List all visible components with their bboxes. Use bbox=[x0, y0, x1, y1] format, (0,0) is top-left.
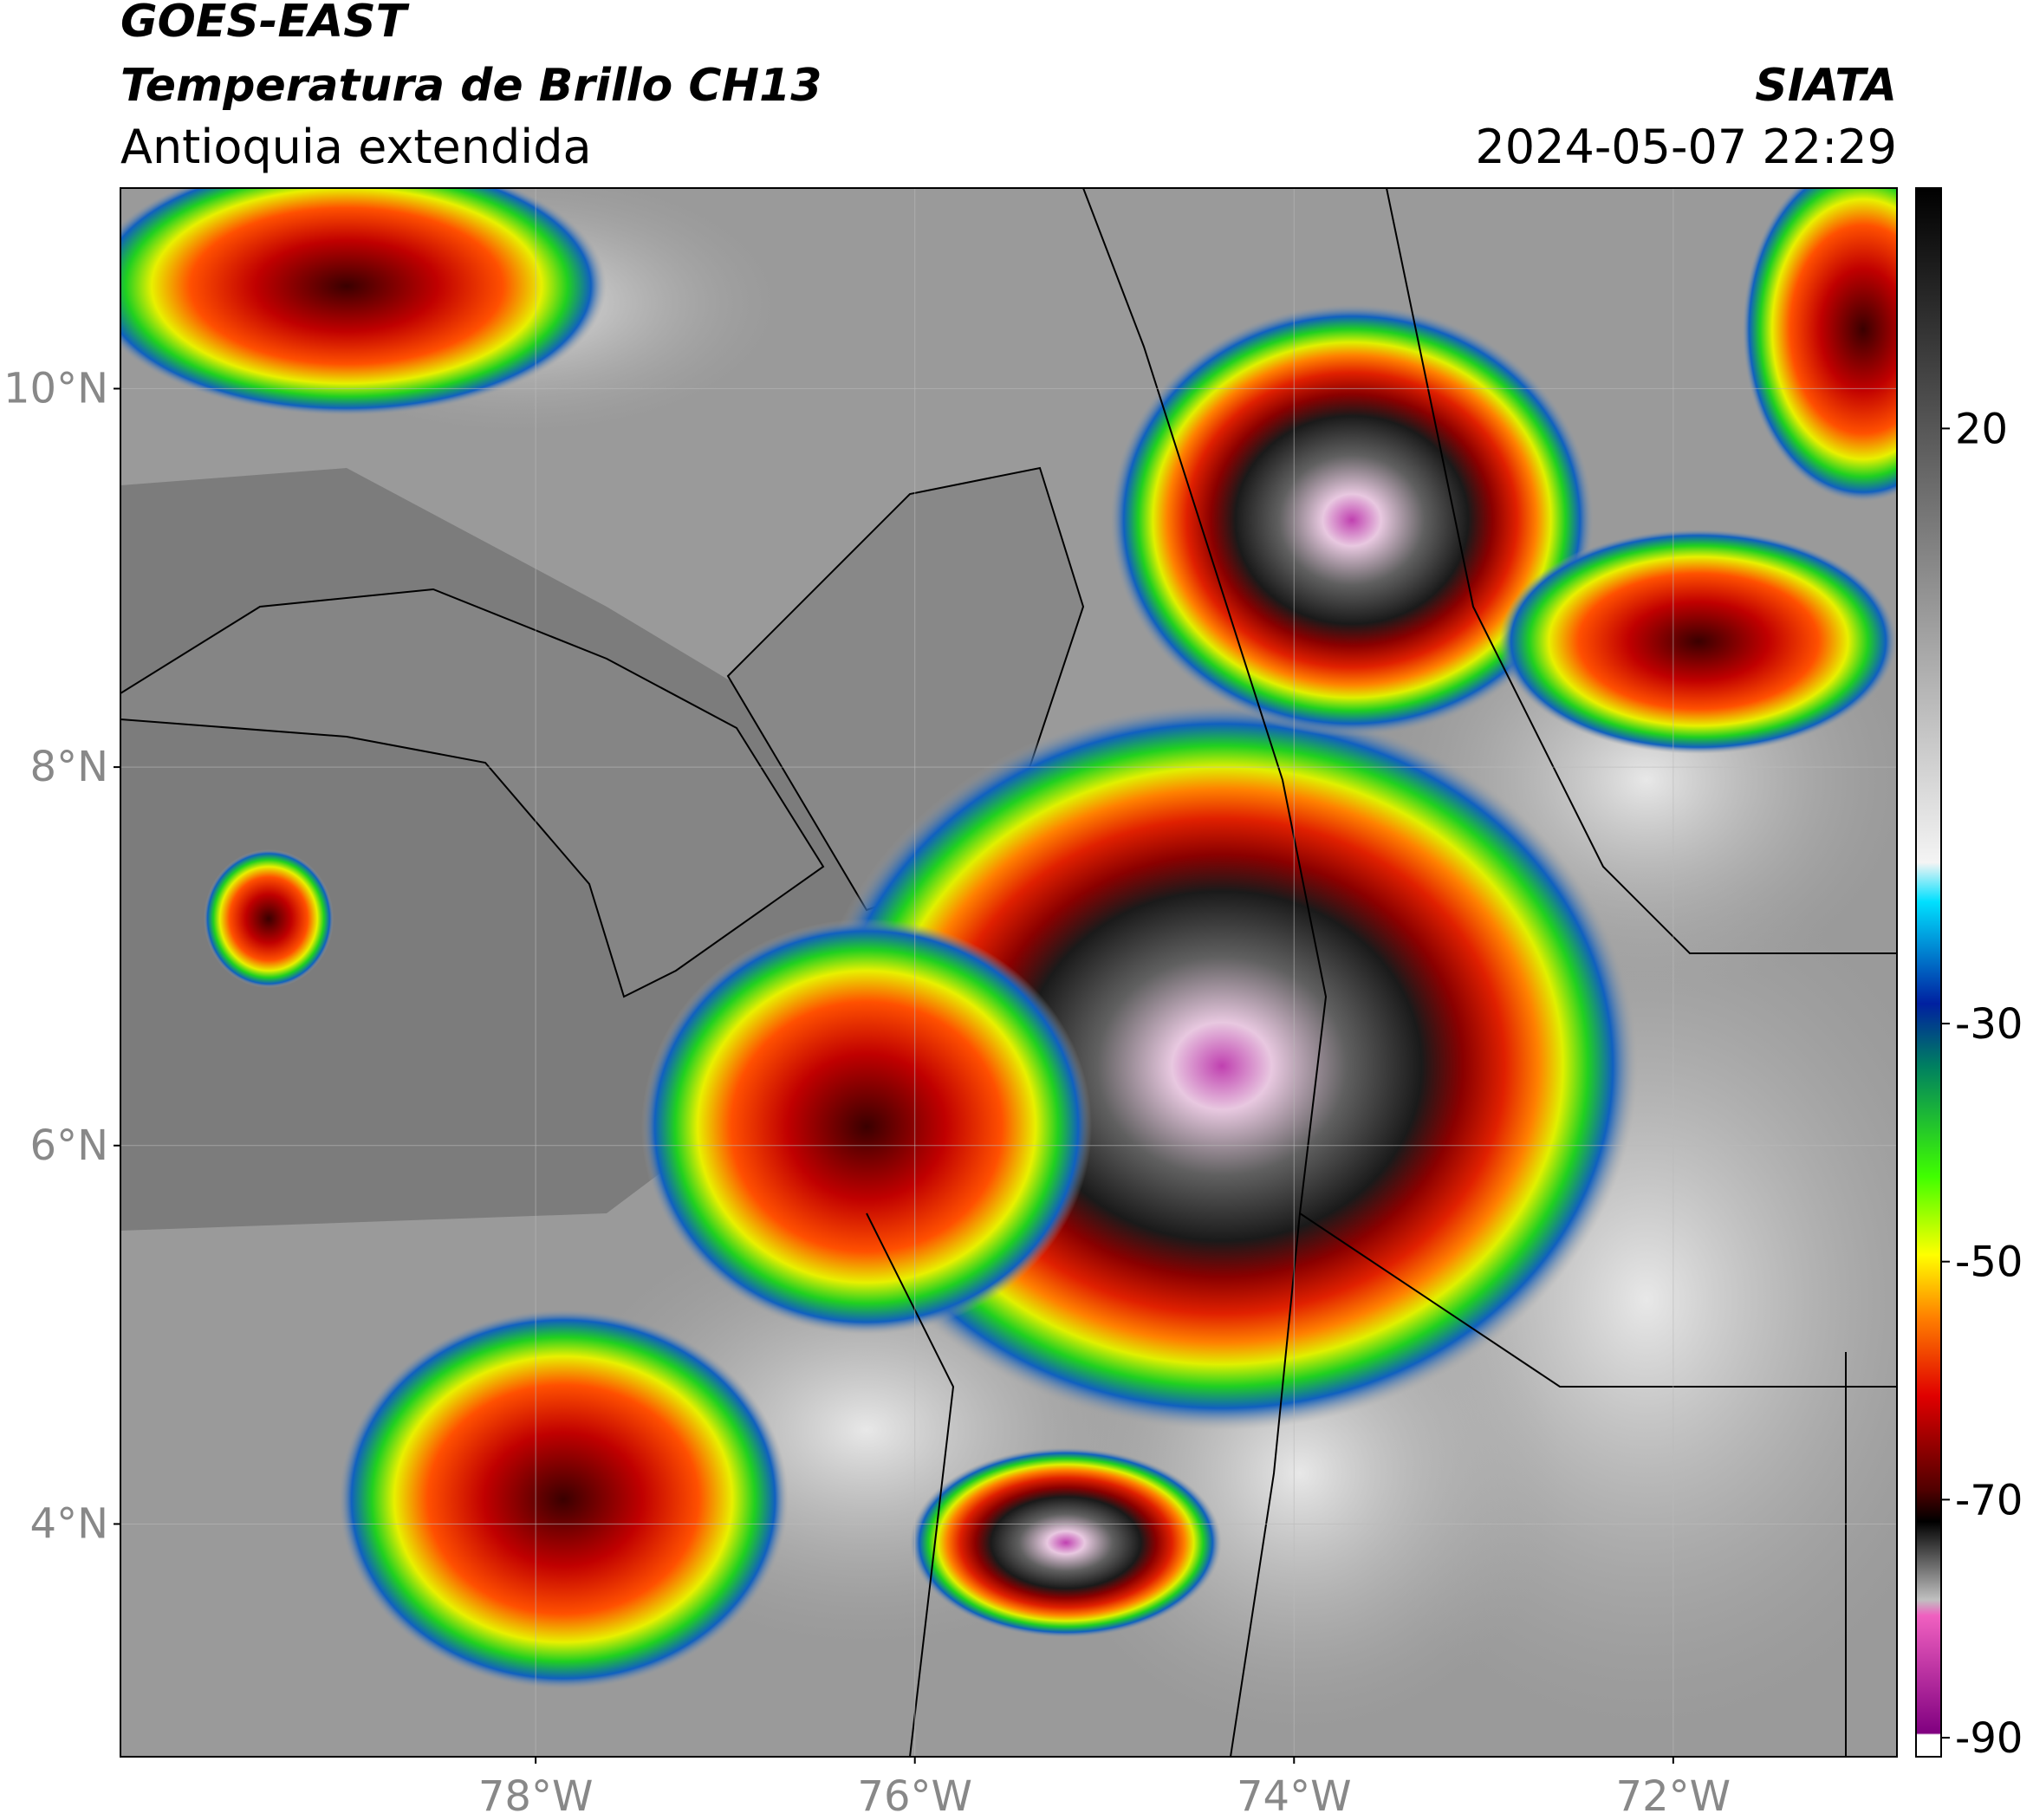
map-image bbox=[120, 188, 1897, 1757]
colorbar-ticks: 20 -30 -50 -70 -90 bbox=[1941, 405, 2023, 1763]
colorbar-tick-label: -50 bbox=[1955, 1238, 2023, 1287]
lon-tick-label: 74°W bbox=[1237, 1772, 1352, 1820]
colorbar-tick-label: -70 bbox=[1955, 1476, 2023, 1524]
lon-tick-label: 72°W bbox=[1616, 1772, 1731, 1820]
lat-tick-label: 4°N bbox=[30, 1499, 108, 1548]
satellite: GOES-EAST bbox=[120, 0, 410, 48]
lon-tick-label: 78°W bbox=[478, 1772, 594, 1820]
colorbar-tick-label: 20 bbox=[1955, 405, 2008, 453]
agency: SIATA bbox=[1755, 60, 1897, 112]
map-frame bbox=[120, 187, 1898, 1758]
colorbar-tick-label: -30 bbox=[1955, 1000, 2023, 1049]
borders bbox=[866, 188, 1897, 1757]
storm-far-east bbox=[1742, 188, 1897, 503]
isthmus bbox=[120, 588, 825, 998]
region: Antioquia extendida bbox=[120, 120, 592, 174]
storm-east bbox=[1499, 529, 1897, 754]
storm-pacific bbox=[204, 849, 334, 988]
product: Temperatura de Brillo CH13 bbox=[120, 60, 822, 112]
lon-tick-label: 76°W bbox=[857, 1772, 972, 1820]
storm-southwest bbox=[338, 1309, 789, 1690]
storm-south bbox=[910, 1447, 1222, 1638]
colorbar-tick-label: -90 bbox=[1955, 1714, 2023, 1763]
colorbar bbox=[1915, 187, 1942, 1758]
timestamp: 2024-05-07 22:29 bbox=[1475, 120, 1897, 174]
storm-northwest bbox=[120, 188, 607, 416]
grid bbox=[120, 188, 1897, 1757]
lat-tick-label: 10°N bbox=[3, 364, 108, 413]
storm-west bbox=[641, 919, 1092, 1335]
lat-tick-label: 6°N bbox=[30, 1121, 108, 1170]
lat-tick-label: 8°N bbox=[30, 743, 108, 791]
storm-north bbox=[1109, 303, 1595, 737]
